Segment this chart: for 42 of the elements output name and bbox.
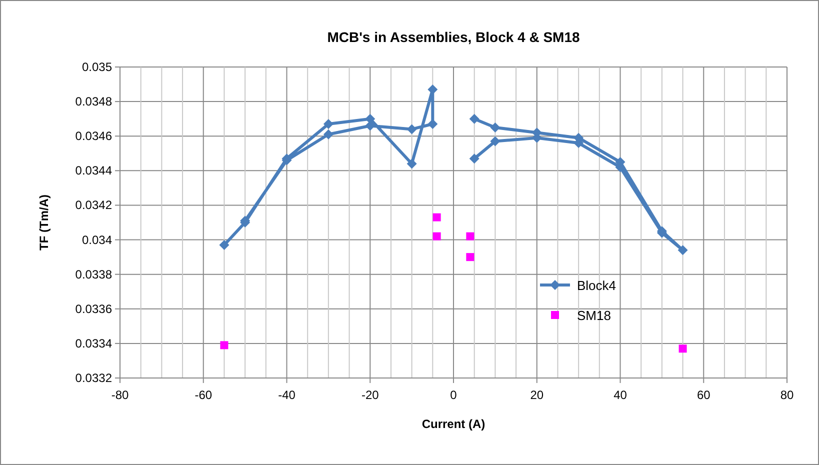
point bbox=[219, 240, 230, 250]
legend-label: Block4 bbox=[577, 278, 616, 293]
y-tick-label: 0.0336 bbox=[75, 302, 112, 316]
x-tick-label: 20 bbox=[530, 388, 544, 402]
point bbox=[432, 213, 441, 222]
point bbox=[406, 158, 417, 169]
point bbox=[469, 154, 480, 164]
x-tick-label: -20 bbox=[361, 388, 380, 402]
point bbox=[432, 232, 441, 240]
y-tick-label: 0.0346 bbox=[75, 129, 112, 144]
x-tick-label: -80 bbox=[111, 388, 129, 402]
x-tick-label: -60 bbox=[194, 388, 212, 402]
point bbox=[220, 341, 228, 350]
x-tick-label: -40 bbox=[278, 388, 296, 402]
y-tick-label: 0.0342 bbox=[75, 198, 112, 212]
y-tick-label: 0.034 bbox=[82, 232, 112, 247]
legend-label: SM18 bbox=[577, 308, 611, 323]
point bbox=[678, 344, 687, 353]
x-tick-label: 0 bbox=[450, 388, 458, 402]
point bbox=[428, 84, 438, 94]
point bbox=[428, 119, 438, 130]
y-tick-label: 0.0348 bbox=[75, 94, 112, 109]
y-tick-label: 0.0332 bbox=[75, 371, 112, 385]
y-tick-label: 0.0344 bbox=[75, 164, 112, 178]
point bbox=[490, 122, 500, 132]
point bbox=[466, 253, 474, 262]
y-tick-label: 0.035 bbox=[82, 60, 112, 74]
y-axis-title: TF (Tm/A) bbox=[37, 194, 51, 250]
x-tick-label: 40 bbox=[614, 388, 628, 402]
y-tick-label: 0.0338 bbox=[75, 267, 112, 282]
point bbox=[406, 124, 417, 134]
chart-title: MCB's in Assemblies, Block 4 & SM18 bbox=[327, 29, 580, 45]
point bbox=[678, 245, 688, 256]
y-tick-label: 0.0334 bbox=[75, 336, 112, 350]
point bbox=[466, 232, 474, 240]
x-axis-title: Current (A) bbox=[422, 417, 486, 431]
x-tick-label: 60 bbox=[696, 388, 711, 402]
point bbox=[490, 136, 500, 146]
x-tick-label: 80 bbox=[780, 388, 794, 402]
point bbox=[323, 129, 334, 140]
point bbox=[323, 119, 334, 130]
point bbox=[469, 114, 480, 124]
